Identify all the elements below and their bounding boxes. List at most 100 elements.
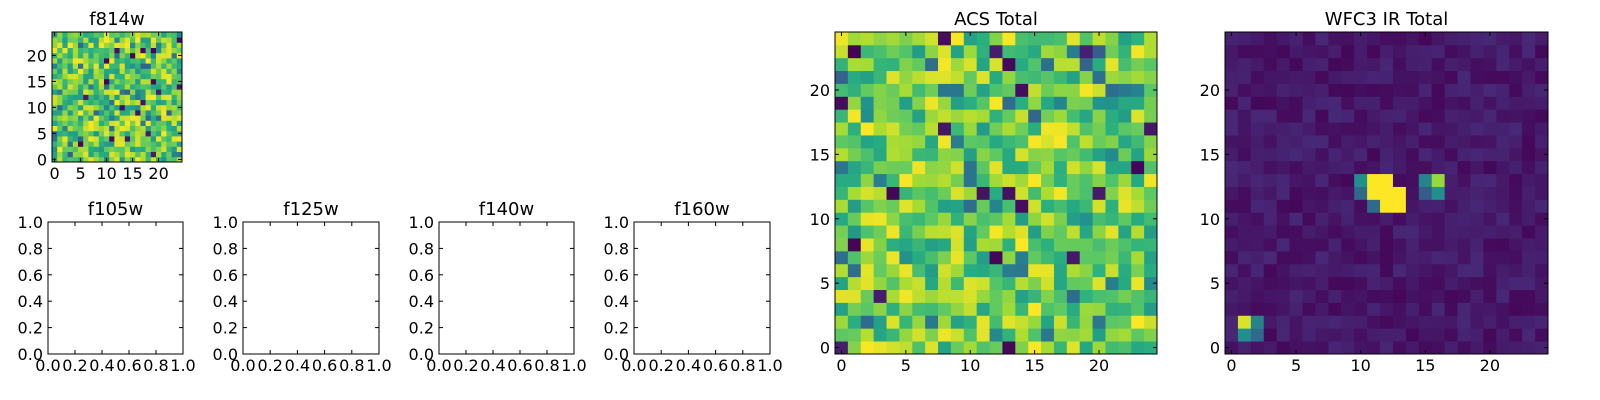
heatmap-cell: [1535, 212, 1549, 226]
heatmap-cell: [1105, 160, 1119, 175]
heatmap-cell: [52, 94, 58, 100]
heatmap-cell: [1535, 160, 1549, 175]
heatmap-cell: [1002, 83, 1016, 97]
y-tick-label: 0: [820, 339, 830, 358]
heatmap-cell: [1105, 199, 1119, 213]
f125w-panel: 0.0 0.2 0.4 0.6 0.8 1.00.00.20.40.60.81.0f125…: [213, 199, 392, 375]
heatmap-cell: [171, 110, 178, 116]
heatmap-cell: [1418, 32, 1433, 46]
heatmap-cell: [1092, 328, 1106, 342]
heatmap-cell: [938, 70, 952, 84]
heatmap-cell: [156, 94, 162, 100]
heatmap-cell: [976, 135, 990, 149]
heatmap-cell: [1092, 225, 1106, 239]
heatmap-cell: [171, 78, 178, 85]
heatmap-cell: [62, 94, 68, 100]
heatmap-cell: [989, 212, 1003, 226]
heatmap-cell: [140, 78, 146, 85]
heatmap-cell: [1263, 341, 1278, 355]
heatmap-cell: [150, 63, 157, 69]
x-tick-label: 5: [1291, 356, 1301, 375]
heatmap-cell: [976, 289, 990, 303]
heatmap-cell: [135, 104, 141, 111]
heatmap-cell: [57, 136, 63, 142]
heatmap-cell: [98, 89, 105, 95]
heatmap-cell: [1066, 212, 1081, 226]
heatmap-cell: [989, 238, 1003, 252]
heatmap-cell: [124, 125, 131, 132]
heatmap-cell: [98, 52, 105, 59]
heatmap-cell: [1341, 109, 1355, 123]
heatmap-cell: [1405, 186, 1420, 200]
heatmap-cell: [976, 238, 990, 252]
heatmap-cell: [1053, 328, 1068, 342]
heatmap-cell: [1328, 199, 1342, 213]
heatmap-cell: [860, 32, 875, 46]
heatmap-cell: [1509, 199, 1523, 213]
axes-frame: [242, 221, 380, 355]
heatmap-cell: [1496, 276, 1510, 290]
heatmap-cell: [1470, 250, 1484, 265]
heatmap-cell: [57, 78, 63, 85]
heatmap-cell: [1535, 83, 1549, 97]
heatmap-cell: [925, 276, 939, 290]
heatmap-cell: [1041, 289, 1055, 303]
heatmap-cell: [57, 120, 63, 126]
heatmap-cell: [1053, 122, 1068, 136]
heatmap-cell: [1237, 70, 1252, 84]
heatmap-cell: [98, 104, 105, 111]
heatmap-cell: [67, 115, 74, 121]
heatmap-cell: [1015, 328, 1029, 342]
heatmap-cell: [161, 58, 167, 64]
heatmap-cell: [1105, 276, 1119, 290]
heatmap-cell: [1079, 225, 1093, 239]
heatmap-cell: [140, 58, 146, 64]
heatmap-cell: [130, 141, 136, 147]
heatmap-cell: [83, 73, 89, 80]
heatmap-cell: [150, 99, 157, 106]
x-tick-label: 5: [901, 356, 911, 375]
heatmap-cell: [835, 96, 849, 110]
heatmap-cell: [1041, 212, 1055, 226]
heatmap-cell: [1002, 302, 1016, 316]
axes-frame: [47, 221, 184, 355]
heatmap-cell: [1276, 57, 1290, 72]
heatmap-cell: [1263, 70, 1278, 84]
heatmap-cell: [124, 32, 131, 38]
heatmap-cell: [835, 250, 849, 265]
heatmap-cell: [1066, 302, 1081, 316]
heatmap-cell: [1328, 276, 1342, 290]
heatmap-cell: [109, 110, 115, 116]
heatmap-cell: [1354, 83, 1368, 97]
heatmap-cell: [1470, 147, 1484, 162]
heatmap-cell: [109, 141, 115, 147]
heatmap-cell: [88, 120, 94, 126]
heatmap-cell: [1015, 212, 1029, 226]
y-tick-label: 0.4: [18, 292, 43, 311]
heatmap-cell: [899, 289, 913, 303]
heatmap-cell: [171, 99, 178, 106]
heatmap-cell: [950, 44, 965, 59]
heatmap-cell: [1431, 276, 1446, 290]
heatmap-cell: [1105, 328, 1119, 342]
heatmap-cell: [109, 115, 115, 121]
heatmap-cell: [1418, 122, 1433, 136]
heatmap-cell: [1354, 212, 1368, 226]
heatmap-cell: [1328, 57, 1342, 72]
heatmap-cell: [52, 141, 58, 147]
heatmap-cell: [52, 37, 58, 43]
heatmap-cell: [124, 78, 131, 85]
heatmap-cell: [1002, 315, 1016, 329]
heatmap-cell: [1431, 341, 1446, 355]
heatmap-cell: [98, 110, 105, 116]
heatmap-cell: [1079, 315, 1093, 329]
heatmap-cell: [150, 47, 157, 54]
heatmap-cell: [145, 37, 152, 43]
heatmap-cell: [124, 68, 131, 74]
heatmap-cell: [1028, 173, 1042, 187]
heatmap-cell: [1354, 225, 1368, 239]
heatmap-cell: [1483, 96, 1497, 110]
heatmap-cell: [104, 78, 110, 85]
heatmap-cell: [1002, 186, 1016, 200]
